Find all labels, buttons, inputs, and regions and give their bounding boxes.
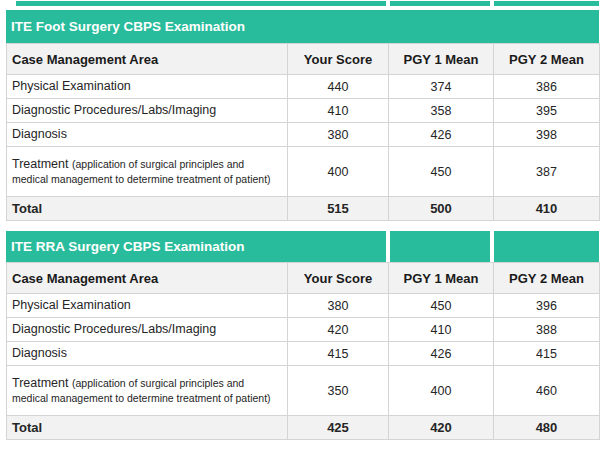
foot-header-row: Case Management Area Your Score PGY 1 Me… [7,44,600,75]
foot-exam-table: Case Management Area Your Score PGY 1 Me… [6,43,600,221]
pgy1-mean-cell: 400 [389,366,494,416]
total-label-cell: Total [7,416,288,440]
column-header-case-management-area: Case Management Area [7,263,288,294]
pgy2-mean-cell: 395 [494,99,600,123]
pgy2-mean-cell: 398 [494,123,600,147]
pgy2-mean-total-cell: 480 [494,416,600,440]
foot-exam-title-bar: ITE Foot Surgery CBPS Examination [6,10,599,43]
treatment-label: Treatment [12,376,69,390]
pgy2-mean-cell: 415 [494,342,600,366]
your-score-cell: 415 [288,342,389,366]
pgy1-mean-cell: 426 [389,123,494,147]
row-treatment: Treatment (application of surgical princ… [7,147,600,197]
area-cell: Diagnostic Procedures/Labs/Imaging [7,318,288,342]
column-header-pgy1-mean: PGY 1 Mean [389,263,494,294]
area-cell: Treatment (application of surgical princ… [7,366,288,416]
area-cell: Diagnosis [7,123,288,147]
column-header-your-score: Your Score [288,263,389,294]
title-bar-empty-cell [494,231,599,262]
your-score-cell: 420 [288,318,389,342]
area-cell: Treatment (application of surgical princ… [7,147,288,197]
pgy2-mean-cell: 396 [494,294,600,318]
pgy1-mean-total-cell: 500 [389,197,494,221]
teal-strip-segment [494,1,599,6]
pgy1-mean-cell: 450 [389,294,494,318]
your-score-total-cell: 425 [288,416,389,440]
your-score-cell: 380 [288,123,389,147]
pgy1-mean-cell: 450 [389,147,494,197]
rra-exam-title-cell: ITE RRA Surgery CBPS Examination [6,231,386,262]
row-physical-examination: Physical Examination 380 450 396 [7,294,600,318]
cropped-teal-strip [16,1,599,6]
exam-score-report: ITE Foot Surgery CBPS Examination Case M… [6,10,599,440]
total-label-cell: Total [7,197,288,221]
rra-exam-table: Case Management Area Your Score PGY 1 Me… [6,262,600,440]
pgy1-mean-cell: 426 [389,342,494,366]
pgy1-mean-cell: 374 [389,75,494,99]
column-header-case-management-area: Case Management Area [7,44,288,75]
area-cell: Diagnosis [7,342,288,366]
pgy2-mean-cell: 386 [494,75,600,99]
treatment-label: Treatment [12,157,69,171]
rra-exam-section: ITE RRA Surgery CBPS Examination Case Ma… [6,231,599,440]
row-physical-examination: Physical Examination 440 374 386 [7,75,600,99]
pgy1-mean-total-cell: 420 [389,416,494,440]
pgy2-mean-cell: 460 [494,366,600,416]
row-total: Total 515 500 410 [7,197,600,221]
your-score-cell: 380 [288,294,389,318]
your-score-cell: 350 [288,366,389,416]
pgy1-mean-cell: 358 [389,99,494,123]
area-cell: Physical Examination [7,294,288,318]
area-cell: Diagnostic Procedures/Labs/Imaging [7,99,288,123]
row-treatment: Treatment (application of surgical princ… [7,366,600,416]
row-diagnostic-procedures: Diagnostic Procedures/Labs/Imaging 410 3… [7,99,600,123]
row-diagnosis: Diagnosis 380 426 398 [7,123,600,147]
row-diagnosis: Diagnosis 415 426 415 [7,342,600,366]
foot-exam-section: ITE Foot Surgery CBPS Examination Case M… [6,10,599,221]
row-diagnostic-procedures: Diagnostic Procedures/Labs/Imaging 420 4… [7,318,600,342]
foot-exam-title: ITE Foot Surgery CBPS Examination [6,19,245,34]
rra-exam-title: ITE RRA Surgery CBPS Examination [6,239,245,254]
column-header-pgy2-mean: PGY 2 Mean [494,263,600,294]
pgy2-mean-total-cell: 410 [494,197,600,221]
your-score-cell: 440 [288,75,389,99]
your-score-cell: 400 [288,147,389,197]
pgy2-mean-cell: 388 [494,318,600,342]
rra-header-row: Case Management Area Your Score PGY 1 Me… [7,263,600,294]
area-cell: Physical Examination [7,75,288,99]
pgy2-mean-cell: 387 [494,147,600,197]
column-header-pgy1-mean: PGY 1 Mean [389,44,494,75]
column-header-pgy2-mean: PGY 2 Mean [494,44,600,75]
your-score-total-cell: 515 [288,197,389,221]
teal-strip-segment [16,1,386,6]
pgy1-mean-cell: 410 [389,318,494,342]
rra-exam-title-bar: ITE RRA Surgery CBPS Examination [6,231,599,262]
title-bar-empty-cell [390,231,490,262]
your-score-cell: 410 [288,99,389,123]
column-header-your-score: Your Score [288,44,389,75]
row-total: Total 425 420 480 [7,416,600,440]
teal-strip-segment [390,1,490,6]
